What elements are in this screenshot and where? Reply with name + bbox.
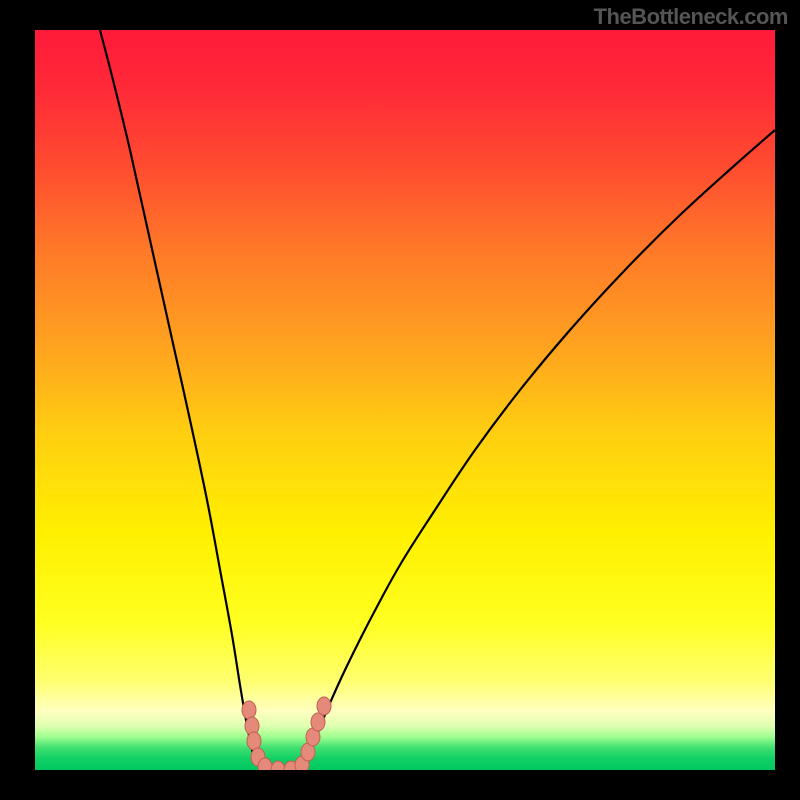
- data-marker: [242, 701, 256, 719]
- watermark-text: TheBottleneck.com: [594, 4, 788, 30]
- data-marker: [311, 713, 325, 731]
- plot-area: [35, 30, 775, 770]
- data-marker: [317, 697, 331, 715]
- data-marker: [247, 732, 261, 750]
- chart-svg: [35, 30, 775, 770]
- data-marker: [258, 758, 272, 770]
- gradient-background: [35, 30, 775, 770]
